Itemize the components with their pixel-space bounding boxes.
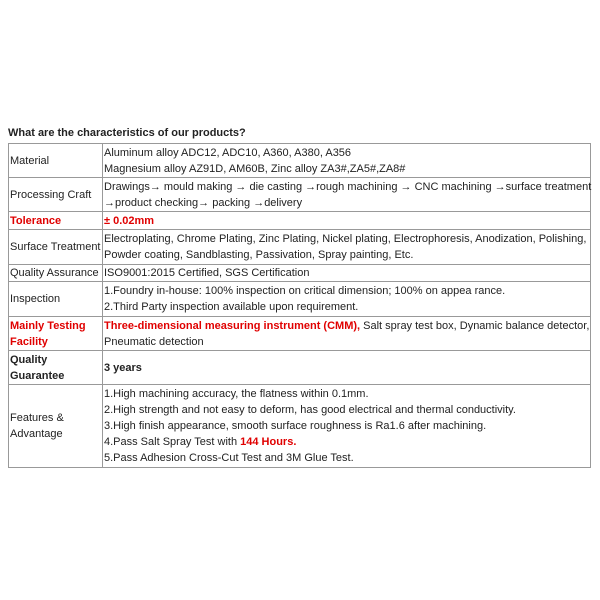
value-text: 1.High machining accuracy, the flatness …: [104, 388, 369, 400]
table-row: Processing Craft Drawings→ mould making →…: [8, 177, 592, 212]
row-label-cell: Material: [8, 143, 103, 178]
heading: What are the characteristics of our prod…: [8, 127, 246, 139]
table-row: Inspection 1.Foundry in-house: 100% inspe…: [8, 281, 591, 317]
row-label-cell: Processing Craft: [8, 177, 103, 212]
value-line: Drawings→ mould making → die casting →ro…: [104, 179, 592, 195]
spec-table: Material Aluminum alloy ADC12, ADC10, A36…: [8, 143, 591, 468]
row-label: Processing Craft: [10, 188, 92, 201]
table-row: Quality Guarantee 3 years: [8, 350, 591, 385]
value-text: Three-dimensional measuring instrument (…: [104, 319, 361, 332]
value-line: Pneumatic detection: [104, 334, 589, 350]
value-line: 1.Foundry in-house: 100% inspection on c…: [104, 283, 589, 299]
value-text: 144 Hours.: [240, 436, 297, 448]
value-line: Three-dimensional measuring instrument (…: [104, 318, 589, 334]
row-label: Material: [10, 154, 50, 167]
row-label-cell: Quality Guarantee: [8, 350, 103, 385]
row-value-cell: 3 years: [102, 350, 591, 385]
value-text: 2.Third Party inspection available upon …: [104, 301, 359, 313]
row-value-cell: 1.Foundry in-house: 100% inspection on c…: [102, 281, 591, 317]
value-line: 3 years: [104, 360, 589, 376]
row-label: Quality Guarantee: [10, 353, 65, 382]
value-text: →product checking→ packing →delivery: [104, 196, 303, 209]
row-label-cell: Mainly Testing Facility: [8, 316, 103, 351]
value-text: 3.High finish appearance, smooth surface…: [104, 420, 487, 432]
row-value-cell: Three-dimensional measuring instrument (…: [102, 316, 591, 351]
value-line: Electroplating, Chrome Plating, Zinc Pla…: [104, 231, 589, 247]
row-value-cell: Electroplating, Chrome Plating, Zinc Pla…: [102, 229, 591, 265]
value-text: Pneumatic detection: [104, 335, 204, 348]
value-text: 5.Pass Adhesion Cross-Cut Test and 3M Gl…: [104, 452, 354, 464]
value-line: 5.Pass Adhesion Cross-Cut Test and 3M Gl…: [104, 450, 589, 466]
row-value-cell: Drawings→ mould making → die casting →ro…: [102, 177, 592, 212]
value-line: 1.High machining accuracy, the flatness …: [104, 386, 589, 402]
value-text: Powder coating, Sandblasting, Passivatio…: [104, 249, 414, 261]
table-row: Mainly Testing Facility Three-dimensional…: [8, 316, 591, 351]
row-label-cell: Tolerance: [8, 211, 103, 230]
row-value-cell: ISO9001:2015 Certified, SGS Certificatio…: [102, 264, 591, 282]
value-text: 2.High strength and not easy to deform, …: [104, 404, 516, 416]
table-row: Material Aluminum alloy ADC12, ADC10, A36…: [8, 143, 591, 178]
row-label-cell: Inspection: [8, 281, 103, 317]
value-line: 2.Third Party inspection available upon …: [104, 299, 589, 315]
value-text: 1.Foundry in-house: 100% inspection on c…: [104, 285, 506, 297]
value-line: Magnesium alloy AZ91D, AM60B, Zinc alloy…: [104, 161, 589, 177]
row-value-cell: Aluminum alloy ADC12, ADC10, A360, A380,…: [102, 143, 591, 178]
row-value-cell: ± 0.02mm: [102, 211, 591, 230]
value-text: Magnesium alloy AZ91D, AM60B, Zinc alloy…: [104, 162, 406, 175]
row-label: Quality Assurance: [10, 267, 99, 279]
row-label: Features & Advantage: [10, 412, 64, 440]
value-text: 4.Pass Salt Spray Test with: [104, 436, 241, 448]
value-line: ISO9001:2015 Certified, SGS Certificatio…: [104, 265, 589, 281]
value-line: 4.Pass Salt Spray Test with 144 Hours.: [104, 434, 589, 450]
value-line: ± 0.02mm: [104, 213, 589, 229]
table-row: Surface Treatment Electroplating, Chrome …: [8, 229, 591, 265]
value-text: 3 years: [104, 361, 142, 374]
value-text: ± 0.02mm: [104, 214, 155, 227]
value-line: 2.High strength and not easy to deform, …: [104, 402, 589, 418]
row-label-cell: Features & Advantage: [8, 384, 103, 468]
row-label: Inspection: [10, 293, 61, 305]
row-label: Surface Treatment: [10, 241, 101, 253]
row-label: Tolerance: [10, 214, 62, 227]
value-text: ISO9001:2015 Certified, SGS Certificatio…: [104, 267, 310, 279]
value-line: 3.High finish appearance, smooth surface…: [104, 418, 589, 434]
table-row: Features & Advantage 1.High machining acc…: [8, 384, 591, 468]
value-line: →product checking→ packing →delivery: [104, 195, 589, 211]
row-value-cell: 1.High machining accuracy, the flatness …: [102, 384, 591, 468]
value-line: Aluminum alloy ADC12, ADC10, A360, A380,…: [104, 145, 589, 161]
row-label: Mainly Testing Facility: [10, 319, 86, 348]
table-row: Tolerance ± 0.02mm: [8, 211, 591, 230]
row-label-cell: Quality Assurance: [8, 264, 103, 282]
value-line: Powder coating, Sandblasting, Passivatio…: [104, 247, 589, 263]
table-row: Quality Assurance ISO9001:2015 Certified,…: [8, 264, 591, 282]
value-text: Salt spray test box, Dynamic balance det…: [360, 319, 590, 332]
row-label-cell: Surface Treatment: [8, 229, 103, 265]
value-text: Electroplating, Chrome Plating, Zinc Pla…: [104, 233, 587, 245]
value-text: Drawings→ mould making → die casting →ro…: [104, 180, 592, 193]
value-text: Aluminum alloy ADC12, ADC10, A360, A380,…: [104, 146, 352, 159]
